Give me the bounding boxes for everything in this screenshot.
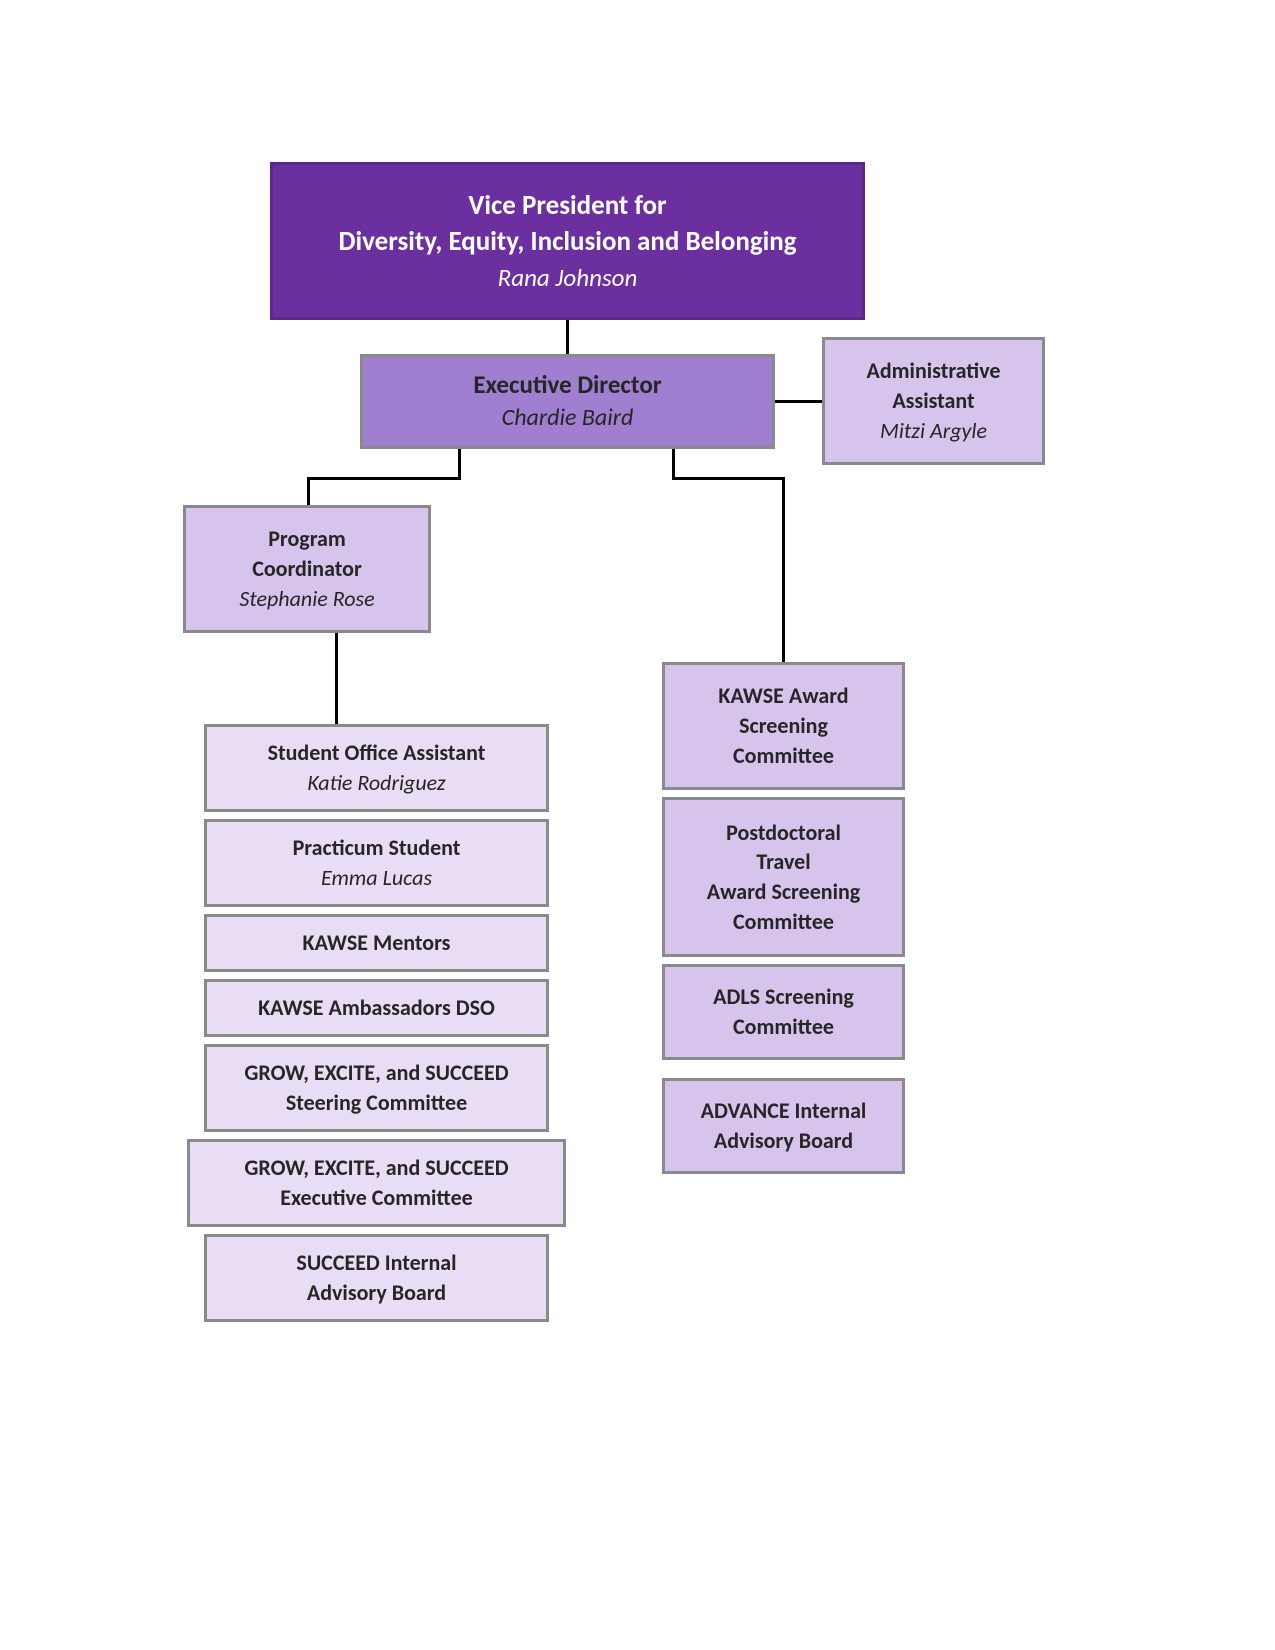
node-title: Advisory Board [714,1126,853,1156]
node-admin-assistant: Administrative Assistant Mitzi Argyle [822,337,1045,465]
edge [672,477,782,480]
node-name: Mitzi Argyle [880,416,987,446]
node-title: Committee [733,1012,834,1042]
node-postdoc-travel-committee: Postdoctoral Travel Award Screening Comm… [662,797,905,957]
node-title: GROW, EXCITE, and SUCCEED [244,1153,508,1183]
edge [335,633,338,724]
node-title: Advisory Board [307,1278,446,1308]
node-title: Practicum Student [293,833,461,863]
edge [307,477,461,480]
node-name: Stephanie Rose [239,584,374,614]
node-title: Executive Director [473,368,661,402]
node-title: Award Screening [707,877,860,907]
edge [458,449,461,477]
org-chart: Vice President for Diversity, Equity, In… [0,0,1275,1650]
node-name: Rana Johnson [498,261,638,295]
node-title: ADLS Screening [713,982,854,1012]
node-title: Committee [733,741,834,771]
node-exec-director: Executive Director Chardie Baird [360,354,775,449]
node-title: Postdoctoral [726,818,841,848]
edge [672,449,675,477]
node-title: Assistant [892,386,974,416]
edge [775,400,822,403]
node-title: GROW, EXCITE, and SUCCEED [244,1058,508,1088]
node-ges-executive: GROW, EXCITE, and SUCCEED Executive Comm… [187,1139,566,1227]
node-adls-committee: ADLS Screening Committee [662,964,905,1060]
node-kawse-award-committee: KAWSE Award Screening Committee [662,662,905,790]
node-ges-steering: GROW, EXCITE, and SUCCEED Steering Commi… [204,1044,549,1132]
node-title: Administrative [867,356,1001,386]
node-title: Screening [739,711,828,741]
node-title: KAWSE Award [718,681,848,711]
node-title: ADVANCE Internal [701,1096,867,1126]
node-student-office-assistant: Student Office Assistant Katie Rodriguez [204,724,549,812]
node-title: KAWSE Mentors [303,928,451,958]
edge [307,477,310,505]
node-title: Vice President for [468,188,666,224]
node-title: Coordinator [252,554,362,584]
node-title: Diversity, Equity, Inclusion and Belongi… [338,224,796,260]
node-name: Katie Rodriguez [307,768,445,798]
node-kawse-mentors: KAWSE Mentors [204,914,549,972]
node-vp: Vice President for Diversity, Equity, In… [270,162,865,320]
node-title: Travel [756,847,810,877]
node-name: Chardie Baird [502,402,634,434]
node-title: Program [268,524,346,554]
node-advance-iab: ADVANCE Internal Advisory Board [662,1078,905,1174]
node-program-coordinator: Program Coordinator Stephanie Rose [183,505,431,633]
edge [782,477,785,662]
node-title: Student Office Assistant [268,738,486,768]
node-title: Steering Committee [286,1088,467,1118]
node-name: Emma Lucas [321,863,432,893]
edge [566,320,569,354]
node-title: Executive Committee [280,1183,473,1213]
node-title: SUCCEED Internal [296,1248,456,1278]
node-kawse-ambassadors: KAWSE Ambassadors DSO [204,979,549,1037]
node-title: Committee [733,907,834,937]
node-title: KAWSE Ambassadors DSO [258,993,495,1023]
node-practicum-student: Practicum Student Emma Lucas [204,819,549,907]
node-succeed-iab: SUCCEED Internal Advisory Board [204,1234,549,1322]
